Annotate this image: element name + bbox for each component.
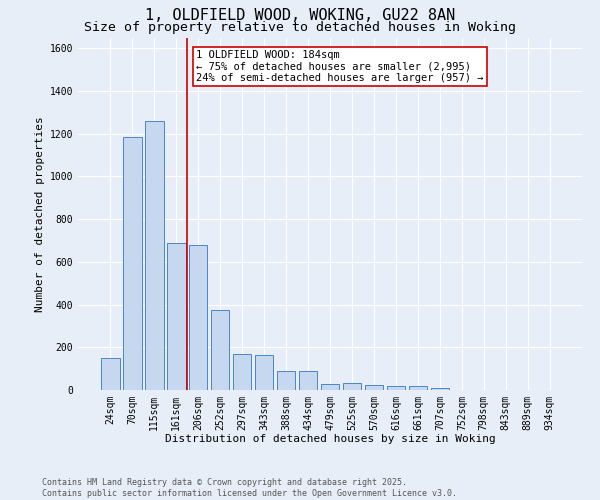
- Bar: [277, 371, 295, 390]
- Bar: [343, 382, 361, 390]
- Bar: [211, 310, 229, 390]
- X-axis label: Distribution of detached houses by size in Woking: Distribution of detached houses by size …: [164, 434, 496, 444]
- Bar: [101, 358, 119, 390]
- Bar: [409, 386, 427, 390]
- Text: 1 OLDFIELD WOOD: 184sqm
← 75% of detached houses are smaller (2,995)
24% of semi: 1 OLDFIELD WOOD: 184sqm ← 75% of detache…: [196, 50, 484, 83]
- Bar: [123, 137, 142, 390]
- Bar: [365, 384, 383, 390]
- Bar: [255, 355, 274, 390]
- Bar: [431, 388, 449, 390]
- Text: 1, OLDFIELD WOOD, WOKING, GU22 8AN: 1, OLDFIELD WOOD, WOKING, GU22 8AN: [145, 8, 455, 22]
- Bar: [320, 384, 340, 390]
- Text: Contains HM Land Registry data © Crown copyright and database right 2025.
Contai: Contains HM Land Registry data © Crown c…: [42, 478, 457, 498]
- Bar: [167, 242, 185, 390]
- Bar: [233, 354, 251, 390]
- Text: Size of property relative to detached houses in Woking: Size of property relative to detached ho…: [84, 21, 516, 34]
- Bar: [386, 386, 405, 390]
- Bar: [299, 371, 317, 390]
- Bar: [145, 121, 164, 390]
- Y-axis label: Number of detached properties: Number of detached properties: [35, 116, 46, 312]
- Bar: [189, 244, 208, 390]
